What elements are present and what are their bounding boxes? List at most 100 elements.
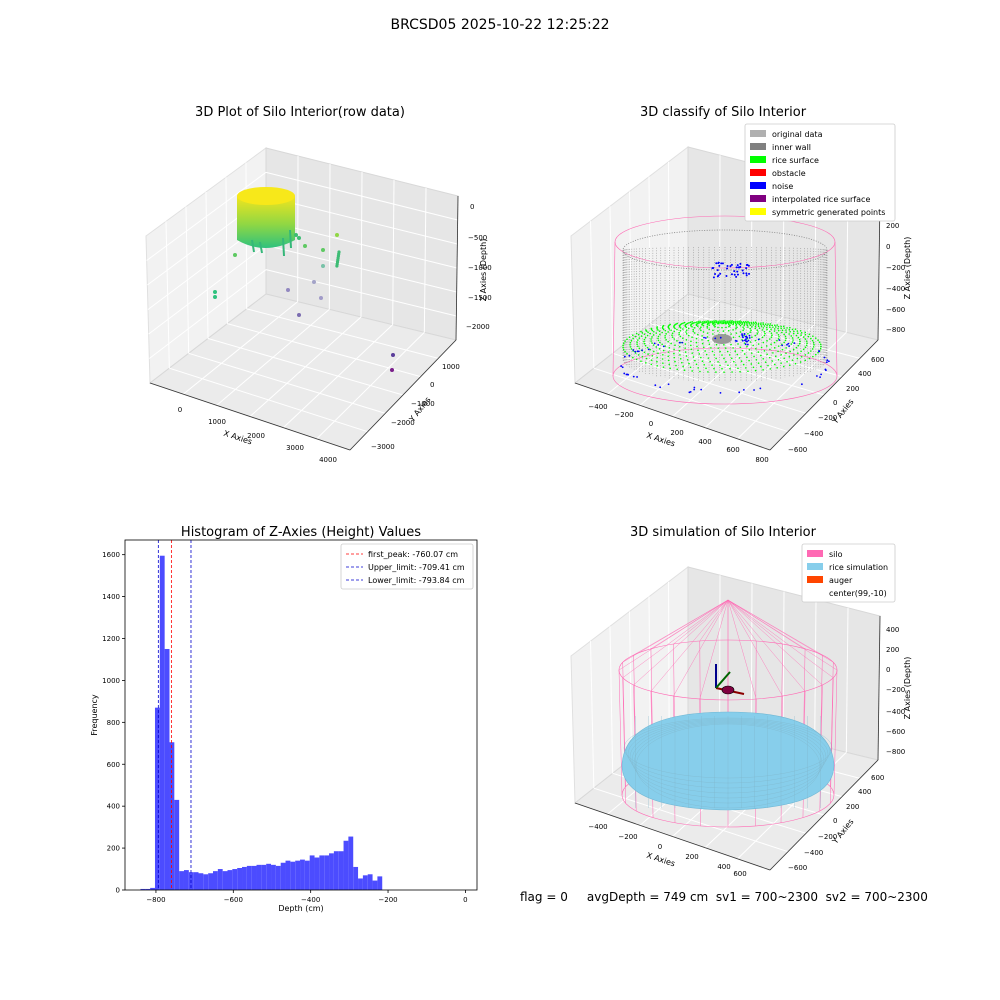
x-tick-label: −400 [301,896,320,904]
y-tick-label: 0 [430,381,434,389]
rice-surface-point [668,363,671,366]
histogram-bar [353,866,359,890]
z-tick-label: −200 [886,686,905,694]
histogram-bar [343,840,349,890]
rice-surface-point [785,347,788,349]
rice-surface-point [656,365,658,367]
rice-surface-point [636,343,638,346]
rice-surface-point [774,355,777,358]
rice-surface-point [760,365,762,368]
histogram-bar [338,851,344,890]
rice-surface-point [727,364,729,367]
rice-surface-point [755,359,758,361]
rice-surface-point [700,326,702,328]
data-point [233,253,237,257]
rice-surface-point [785,329,787,331]
rice-surface-point [782,325,785,328]
noise-point [818,350,821,353]
rice-surface-point [651,355,654,357]
data-point [321,264,325,268]
rice-surface-point [700,356,702,359]
histogram-bar [324,855,330,890]
rice-surface-point [717,361,719,363]
y-tick-label: −200 [818,414,837,422]
rice-surface-point [757,351,760,353]
rice-mesh-ring [627,719,829,789]
rice-surface-point [794,362,797,365]
y-tick-label: −1000 [411,400,435,408]
rice-surface-point [776,332,778,334]
rice-surface-point [766,324,768,327]
rice-surface-point [752,324,754,326]
legend-box [801,543,896,603]
z-tick-label: −600 [886,306,905,314]
rice-surface-point [727,329,730,332]
rice-surface-point [812,355,814,358]
rice-surface-point [704,350,706,352]
legend-label: noise [772,182,793,191]
rice-surface-point [756,333,759,335]
rice-surface-point [673,352,675,355]
rice-surface-point [747,320,749,323]
rice-surface-point [721,367,723,370]
rice-surface-point [667,351,670,353]
rice-surface-point [800,332,803,334]
rice-surface-point [640,360,642,362]
rice-surface-point [750,321,753,324]
auger-body [721,685,735,695]
rice-surface-point [804,346,807,349]
rice-surface-point [748,323,751,325]
rice-surface-point [723,357,725,360]
rice-mesh-ring [635,723,821,809]
rice-surface-point [711,320,713,323]
noise-point [632,349,635,351]
noise-point [621,366,624,369]
rice-surface-point [644,344,647,347]
rice-surface-point [664,345,667,347]
histogram-bar [237,867,243,890]
silo-roof-wire [699,599,729,642]
rice-surface-point [812,346,815,348]
noise-point [693,388,696,391]
rice-surface-point [797,352,799,354]
data-point [390,368,394,372]
rice-surface-point [735,327,737,330]
histogram-bar [159,555,165,890]
rice-surface-point [736,353,739,356]
z-tick-label: −1500 [468,294,492,302]
rice-surface-point [768,356,771,359]
rice-surface-point [762,358,765,360]
rice-surface-point [768,324,771,327]
rice-surface-point [730,343,732,346]
rice-surface-point [650,338,652,340]
z-tick-label: −600 [886,728,905,736]
noise-point [725,274,728,277]
noise-point [659,386,662,389]
x-axis-line [574,802,771,871]
rice-mesh-ring [629,720,827,794]
rice-surface-point [682,337,684,340]
rice-surface-point [710,347,712,349]
y-tick-label: 600 [107,761,120,769]
rice-surface-point [780,354,782,356]
data-point [303,244,307,248]
histogram-bar [285,860,291,890]
rice-surface-point [776,324,779,326]
legend-swatch [807,576,823,583]
rice-surface-point [714,325,716,328]
data-point [297,313,301,317]
rice-surface-point [738,357,741,359]
rice-surface-point [700,321,702,324]
rice-surface-point [641,332,644,334]
rice-surface-point [817,339,819,341]
raw-data-3d-plot: 3D Plot of Silo Interior(row data) 0 1000 2… [145,105,492,464]
rice-surface-point [658,330,661,333]
noise-point [788,345,790,348]
rice-surface-point [671,336,674,338]
rice-surface-point [757,322,760,325]
rice-surface-point [723,319,725,322]
rice-surface-point [777,327,779,330]
rice-surface-point [820,345,822,348]
legend-label: symmetric generated points [772,208,885,217]
